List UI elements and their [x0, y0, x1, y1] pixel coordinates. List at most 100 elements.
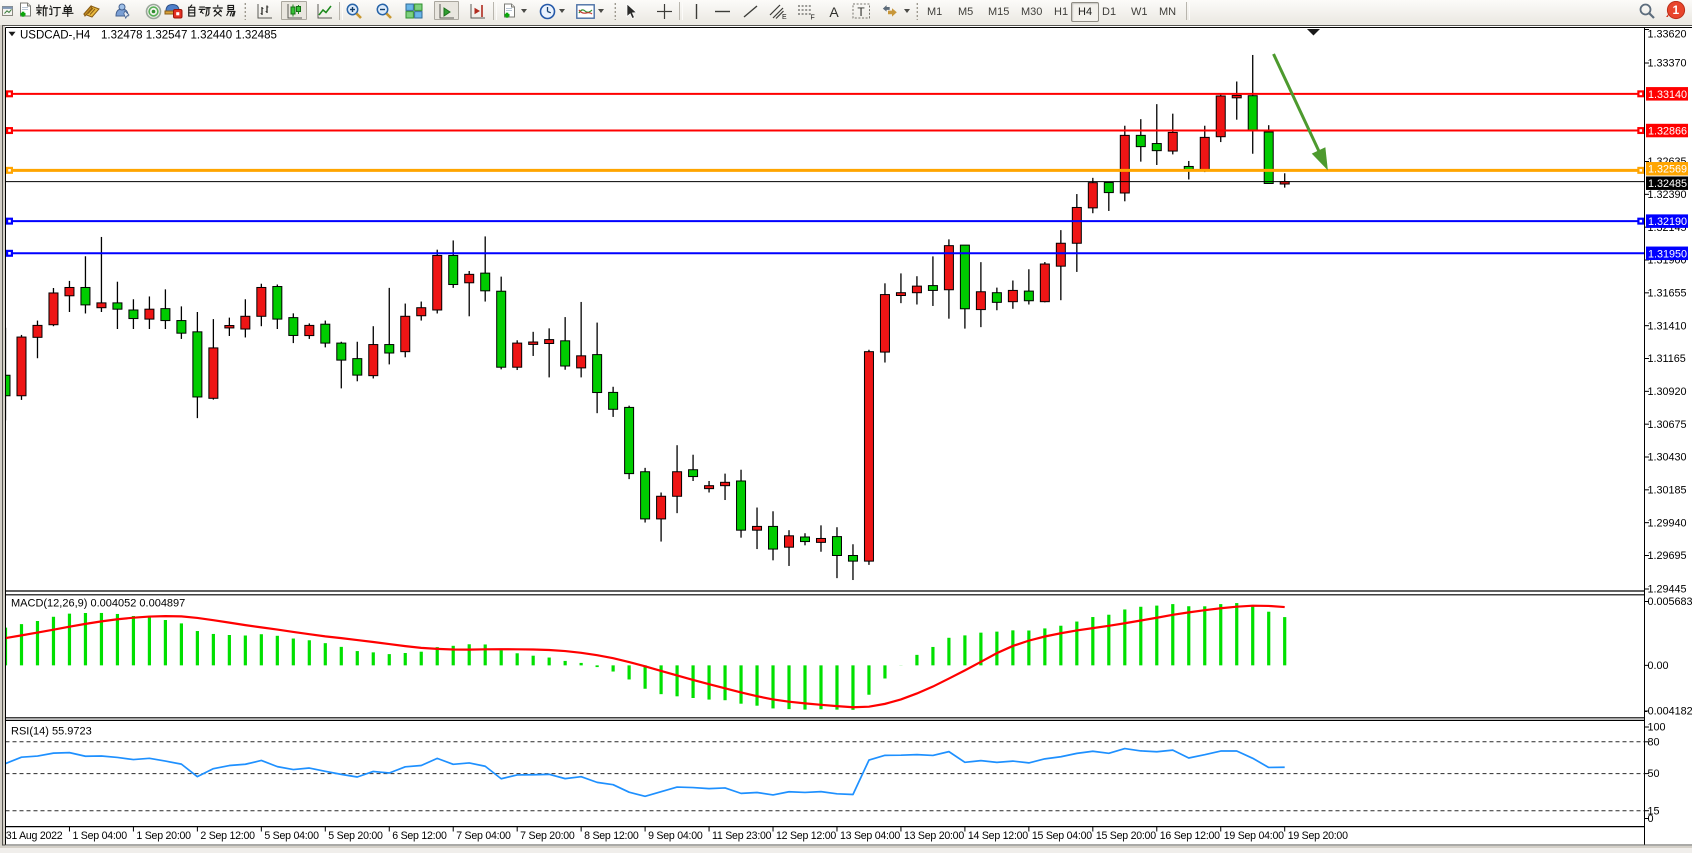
time-axis-label: 11 Sep 23:00 — [712, 830, 772, 842]
cursor-icon[interactable] — [622, 2, 640, 20]
dropdown-caret-icon[interactable] — [521, 9, 527, 13]
time-axis-label: 5 Sep 20:00 — [328, 830, 383, 842]
timeframe-button-M30[interactable]: M30 — [1014, 2, 1049, 22]
dropdown-caret-icon[interactable] — [598, 9, 604, 13]
svg-text:T: T — [857, 5, 865, 19]
candle — [880, 283, 889, 362]
equidistant-channel-icon[interactable]: E — [768, 2, 788, 20]
price-axis-label: 1.33370 — [1648, 58, 1687, 70]
chart-shift-icon[interactable] — [467, 2, 488, 20]
autotrading-button[interactable] — [162, 1, 238, 20]
time-axis-label: 14 Sep 12:00 — [968, 830, 1028, 842]
candle-body — [497, 291, 506, 367]
candle-body — [785, 536, 794, 547]
hline-anchor-center — [1640, 169, 1643, 172]
timeframe-button-M5[interactable]: M5 — [951, 2, 980, 22]
candle-body — [65, 287, 74, 295]
toolbar-separator — [1186, 2, 1190, 20]
zoom-in-icon[interactable] — [344, 2, 364, 20]
window-system-icon[interactable] — [2, 2, 14, 20]
arrows-objects-icon[interactable] — [880, 2, 900, 20]
candle-body — [161, 309, 170, 321]
candle-body — [593, 355, 602, 393]
timeframe-button-MN[interactable]: MN — [1152, 2, 1183, 22]
indicators-icon[interactable] — [498, 2, 518, 20]
fibonacci-icon[interactable]: F — [796, 2, 816, 20]
hline-anchor-center — [8, 169, 11, 172]
zoom-out-icon[interactable] — [374, 2, 394, 20]
candle-body — [912, 286, 921, 293]
hline-anchor-center — [8, 220, 11, 223]
crosshair-icon[interactable] — [655, 2, 673, 20]
candle-body — [864, 352, 873, 561]
price-badge-label: 1.33140 — [1648, 89, 1687, 101]
candle-body — [417, 308, 426, 316]
candlestick-chart-icon[interactable] — [284, 2, 305, 20]
candle — [49, 288, 58, 326]
dropdown-caret-icon[interactable] — [559, 9, 565, 13]
candle-body — [641, 472, 650, 519]
dropdown-caret-icon[interactable] — [904, 9, 910, 13]
candle-body — [609, 392, 618, 409]
candle-body — [305, 325, 314, 335]
time-axis-label: 16 Sep 12:00 — [1160, 830, 1220, 842]
candle-body — [369, 345, 378, 376]
timeframe-button-W1[interactable]: W1 — [1124, 2, 1155, 22]
candle-body — [81, 287, 90, 304]
trendline-icon[interactable] — [741, 2, 759, 20]
toolbar-gap — [0, 22, 1692, 25]
auto-scroll-icon[interactable] — [436, 2, 457, 20]
price-axis-label: 1.29695 — [1648, 550, 1687, 562]
new-order-button[interactable] — [14, 1, 78, 20]
candle — [1040, 262, 1049, 302]
toolbar-gripper — [614, 2, 616, 20]
candle — [1264, 125, 1273, 183]
time-axis-label: 7 Sep 20:00 — [520, 830, 575, 842]
search-icon[interactable] — [1637, 2, 1657, 20]
tile-windows-icon[interactable] — [404, 2, 424, 20]
candle-body — [1232, 95, 1241, 97]
price-badge-label: 1.32866 — [1648, 126, 1687, 138]
price-axis-label: 1.33620 — [1648, 29, 1687, 41]
candle — [641, 468, 650, 523]
candle-body — [801, 537, 810, 542]
terminal-icon[interactable] — [143, 2, 163, 20]
candle-body — [1024, 291, 1033, 301]
chart-canvas[interactable]: 1.336201.333701.326351.323901.321451.319… — [0, 22, 1692, 848]
navigator-icon[interactable] — [112, 2, 132, 20]
time-axis-label: 5 Sep 04:00 — [264, 830, 319, 842]
candle-body — [529, 342, 538, 344]
price-axis-label: 1.30675 — [1648, 419, 1687, 431]
candle-body — [481, 273, 490, 291]
rsi-axis-label: 50 — [1648, 768, 1660, 780]
svg-text:F: F — [810, 14, 814, 20]
candle-body — [33, 325, 42, 337]
candle-body — [689, 470, 698, 477]
price-badge-label: 1.32190 — [1648, 216, 1687, 228]
candle-body — [1152, 144, 1161, 151]
candle-body — [976, 292, 985, 310]
line-chart-icon[interactable] — [314, 2, 335, 20]
candle-body — [1040, 264, 1049, 302]
price-axis-label: 1.31655 — [1648, 287, 1687, 299]
templates-icon[interactable] — [574, 2, 596, 20]
hline-anchor-center — [8, 129, 11, 132]
notifications-badge[interactable]: 1 — [1663, 1, 1687, 20]
new-order-label — [36, 4, 75, 18]
text-icon[interactable]: A — [826, 2, 842, 20]
candle-body — [1200, 137, 1209, 170]
bar-chart-icon[interactable] — [254, 2, 275, 20]
candle-body — [193, 332, 202, 397]
vertical-line-icon[interactable] — [687, 2, 705, 20]
timeframe-button-M1[interactable]: M1 — [920, 2, 949, 22]
horizontal-line-icon[interactable] — [713, 2, 731, 20]
candle-body — [769, 526, 778, 549]
text-label-icon[interactable]: T — [851, 2, 871, 20]
timeframe-button-M15[interactable]: M15 — [981, 2, 1016, 22]
timeframe-button-D1[interactable]: D1 — [1095, 2, 1123, 22]
periods-icon[interactable] — [537, 2, 557, 20]
candle-body — [1072, 207, 1081, 243]
candle — [513, 340, 522, 370]
chart-title: USDCAD-,H4 — [20, 30, 91, 42]
market-watch-icon[interactable] — [80, 2, 102, 20]
